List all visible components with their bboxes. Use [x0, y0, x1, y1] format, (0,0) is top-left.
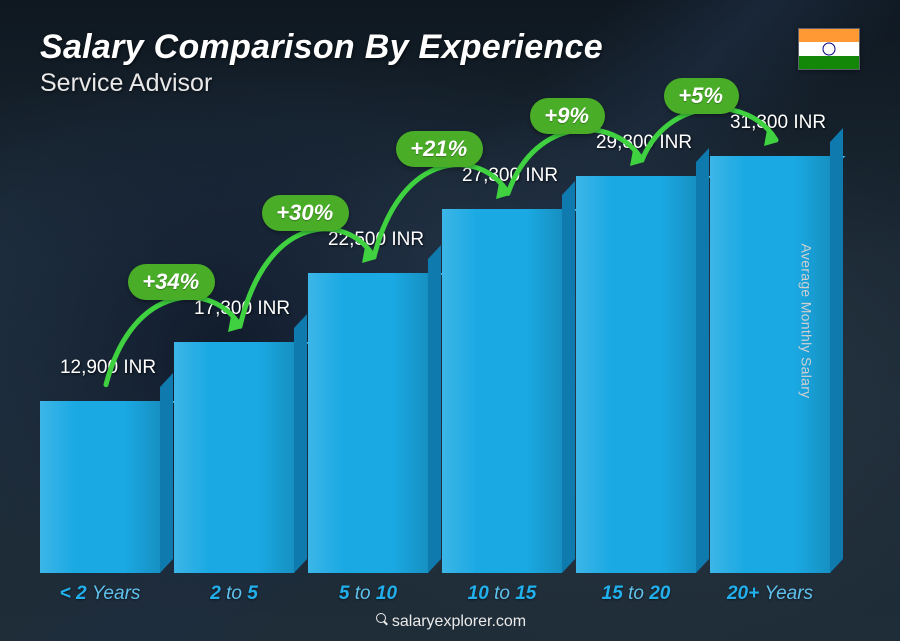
- magnifier-icon: [374, 613, 388, 627]
- bar: [308, 273, 428, 573]
- x-axis-label: 20+ Years: [710, 583, 830, 605]
- percentage-badge: +30%: [262, 195, 349, 231]
- flag-stripe-green: [799, 56, 859, 69]
- bar-group: 17,300 INR: [174, 342, 294, 573]
- chart-area: 12,900 INR17,300 INR22,500 INR27,300 INR…: [40, 93, 860, 573]
- india-flag-icon: [798, 28, 860, 70]
- x-axis-label: 5 to 10: [308, 583, 428, 605]
- footer: salaryexplorer.com: [0, 613, 900, 631]
- x-axis-label: < 2 Years: [40, 583, 160, 605]
- bar: [40, 401, 160, 573]
- y-axis-label: Average Monthly Salary: [799, 243, 815, 398]
- x-axis-labels: < 2 Years 2 to 5 5 to 10 10 to 15 15 to 20 20…: [40, 583, 830, 605]
- bar-value-label: 31,300 INR: [730, 112, 826, 134]
- flag-stripe-saffron: [799, 29, 859, 42]
- bar-group: 27,300 INR: [442, 209, 562, 573]
- title-block: Salary Comparison By Experience Service …: [40, 28, 603, 98]
- bar: [576, 176, 696, 573]
- bar-value-label: 17,300 INR: [194, 298, 290, 320]
- infographic-container: Salary Comparison By Experience Service …: [0, 0, 900, 641]
- bar-group: 29,800 INR: [576, 176, 696, 573]
- x-axis-label: 10 to 15: [442, 583, 562, 605]
- bar: [174, 342, 294, 573]
- bar-group: 22,500 INR: [308, 273, 428, 573]
- percentage-badge: +34%: [128, 264, 215, 300]
- percentage-badge: +21%: [396, 131, 483, 167]
- bar-group: 12,900 INR: [40, 401, 160, 573]
- bar: [442, 209, 562, 573]
- title: Salary Comparison By Experience: [40, 28, 603, 67]
- bar-value-label: 22,500 INR: [328, 229, 424, 251]
- bar-value-label: 29,800 INR: [596, 132, 692, 154]
- footer-text: salaryexplorer.com: [392, 613, 526, 630]
- percentage-badge: +9%: [530, 98, 605, 134]
- percentage-badge: +5%: [664, 78, 739, 114]
- x-axis-label: 2 to 5: [174, 583, 294, 605]
- bars-container: 12,900 INR17,300 INR22,500 INR27,300 INR…: [40, 93, 830, 573]
- x-axis-label: 15 to 20: [576, 583, 696, 605]
- bar-value-label: 12,900 INR: [60, 357, 156, 379]
- flag-chakra-icon: [823, 43, 836, 56]
- bar-value-label: 27,300 INR: [462, 165, 558, 187]
